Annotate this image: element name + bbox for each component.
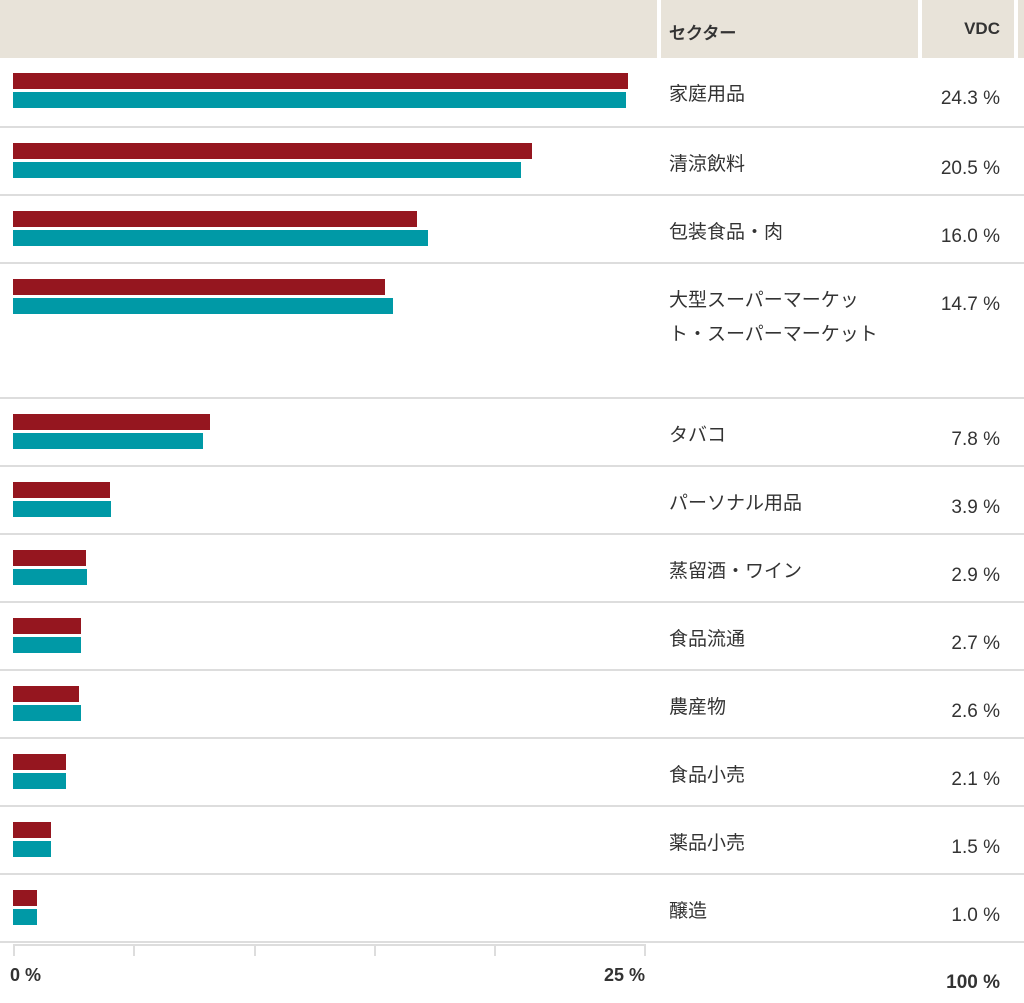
table-header: セクター VDC <box>0 0 1024 58</box>
table-row: 包装食品・肉 16.0 % <box>0 196 1024 264</box>
vdc-value: 1.5 % <box>951 837 1000 858</box>
sector-label: タバコ <box>669 425 727 446</box>
bar-series-2 <box>13 909 37 925</box>
bar-series-2 <box>13 501 111 517</box>
x-axis-min-label: 0 % <box>10 965 42 985</box>
chart-rows: 家庭用品 24.3 % 清涼飲料 20.5 % 包装食品・肉 16.0 % 大型… <box>0 58 1024 943</box>
vdc-value: 20.5 % <box>940 158 1000 179</box>
bar-series-1 <box>13 211 417 227</box>
sector-header-label: セクター <box>669 24 737 43</box>
table-row: 清涼飲料 20.5 % <box>0 128 1024 196</box>
table-row: 蒸留酒・ワイン 2.9 % <box>0 535 1024 603</box>
bar-series-2 <box>13 637 81 653</box>
vdc-value: 2.7 % <box>951 633 1000 654</box>
vdc-value: 2.6 % <box>951 701 1000 722</box>
vdc-total: 100 % <box>946 972 1000 993</box>
bar-series-1 <box>13 686 79 702</box>
bar-series-1 <box>13 73 628 89</box>
bar-series-2 <box>13 773 66 789</box>
bar-series-1 <box>13 279 385 295</box>
chart-column-header <box>0 0 657 58</box>
table-row: 食品小売 2.1 % <box>0 739 1024 807</box>
sector-label: 醸造 <box>669 901 708 922</box>
x-axis-tick <box>133 944 135 956</box>
x-axis-max-label: 25 % <box>603 965 645 985</box>
sector-column-header[interactable]: セクター <box>661 0 918 58</box>
bar-series-1 <box>13 482 110 498</box>
bar-series-1 <box>13 550 86 566</box>
bar-series-2 <box>13 162 521 178</box>
x-axis-tick <box>494 944 496 956</box>
table-row: 食品流通 2.7 % <box>0 603 1024 671</box>
vdc-value: 24.3 % <box>940 88 1000 109</box>
bar-series-2 <box>13 230 428 246</box>
sector-label: 清涼飲料 <box>669 154 746 175</box>
vdc-value: 14.7 % <box>940 294 1000 315</box>
sector-label: 包装食品・肉 <box>669 222 784 243</box>
x-axis-line <box>13 944 645 946</box>
table-row: 醸造 1.0 % <box>0 875 1024 943</box>
vdc-value: 16.0 % <box>940 226 1000 247</box>
bar-series-2 <box>13 298 393 314</box>
vdc-header-label: VDC <box>964 19 1000 38</box>
table-row: 大型スーパーマーケット・スーパーマーケット 14.7 % <box>0 264 1024 399</box>
table-row: タバコ 7.8 % <box>0 399 1024 467</box>
sector-label: 食品小売 <box>669 765 746 786</box>
vdc-value: 1.0 % <box>951 905 1000 926</box>
sector-label: 家庭用品 <box>669 84 746 105</box>
vdc-column-header[interactable]: VDC <box>922 0 1014 58</box>
sector-label: 食品流通 <box>669 629 746 650</box>
x-axis: 0 % 25 % <box>0 940 660 1003</box>
table-row: 薬品小売 1.5 % <box>0 807 1024 875</box>
vdc-value: 3.9 % <box>951 497 1000 518</box>
bar-series-2 <box>13 841 51 857</box>
bar-series-1 <box>13 890 37 906</box>
table-row: 家庭用品 24.3 % <box>0 58 1024 128</box>
bar-series-1 <box>13 143 532 159</box>
bar-series-2 <box>13 433 203 449</box>
x-axis-tick <box>254 944 256 956</box>
x-axis-tick <box>374 944 376 956</box>
sector-label: 蒸留酒・ワイン <box>669 561 803 582</box>
table-row: 農産物 2.6 % <box>0 671 1024 739</box>
bar-series-2 <box>13 569 87 585</box>
extra-column-header <box>1018 0 1024 58</box>
sector-label: パーソナル用品 <box>669 493 803 514</box>
sector-label: 薬品小売 <box>669 833 746 854</box>
bar-series-1 <box>13 414 210 430</box>
vdc-value: 2.1 % <box>951 769 1000 790</box>
vdc-value: 7.8 % <box>951 429 1000 450</box>
bar-series-1 <box>13 754 66 770</box>
table-row: パーソナル用品 3.9 % <box>0 467 1024 535</box>
sector-label: 大型スーパーマーケット・スーパーマーケット <box>669 290 878 345</box>
x-axis-tick <box>13 944 15 956</box>
bar-series-1 <box>13 618 81 634</box>
sector-label: 農産物 <box>669 697 727 718</box>
bar-series-2 <box>13 705 81 721</box>
bar-series-2 <box>13 92 626 108</box>
bar-series-1 <box>13 822 51 838</box>
vdc-value: 2.9 % <box>951 565 1000 586</box>
x-axis-tick <box>644 944 646 956</box>
